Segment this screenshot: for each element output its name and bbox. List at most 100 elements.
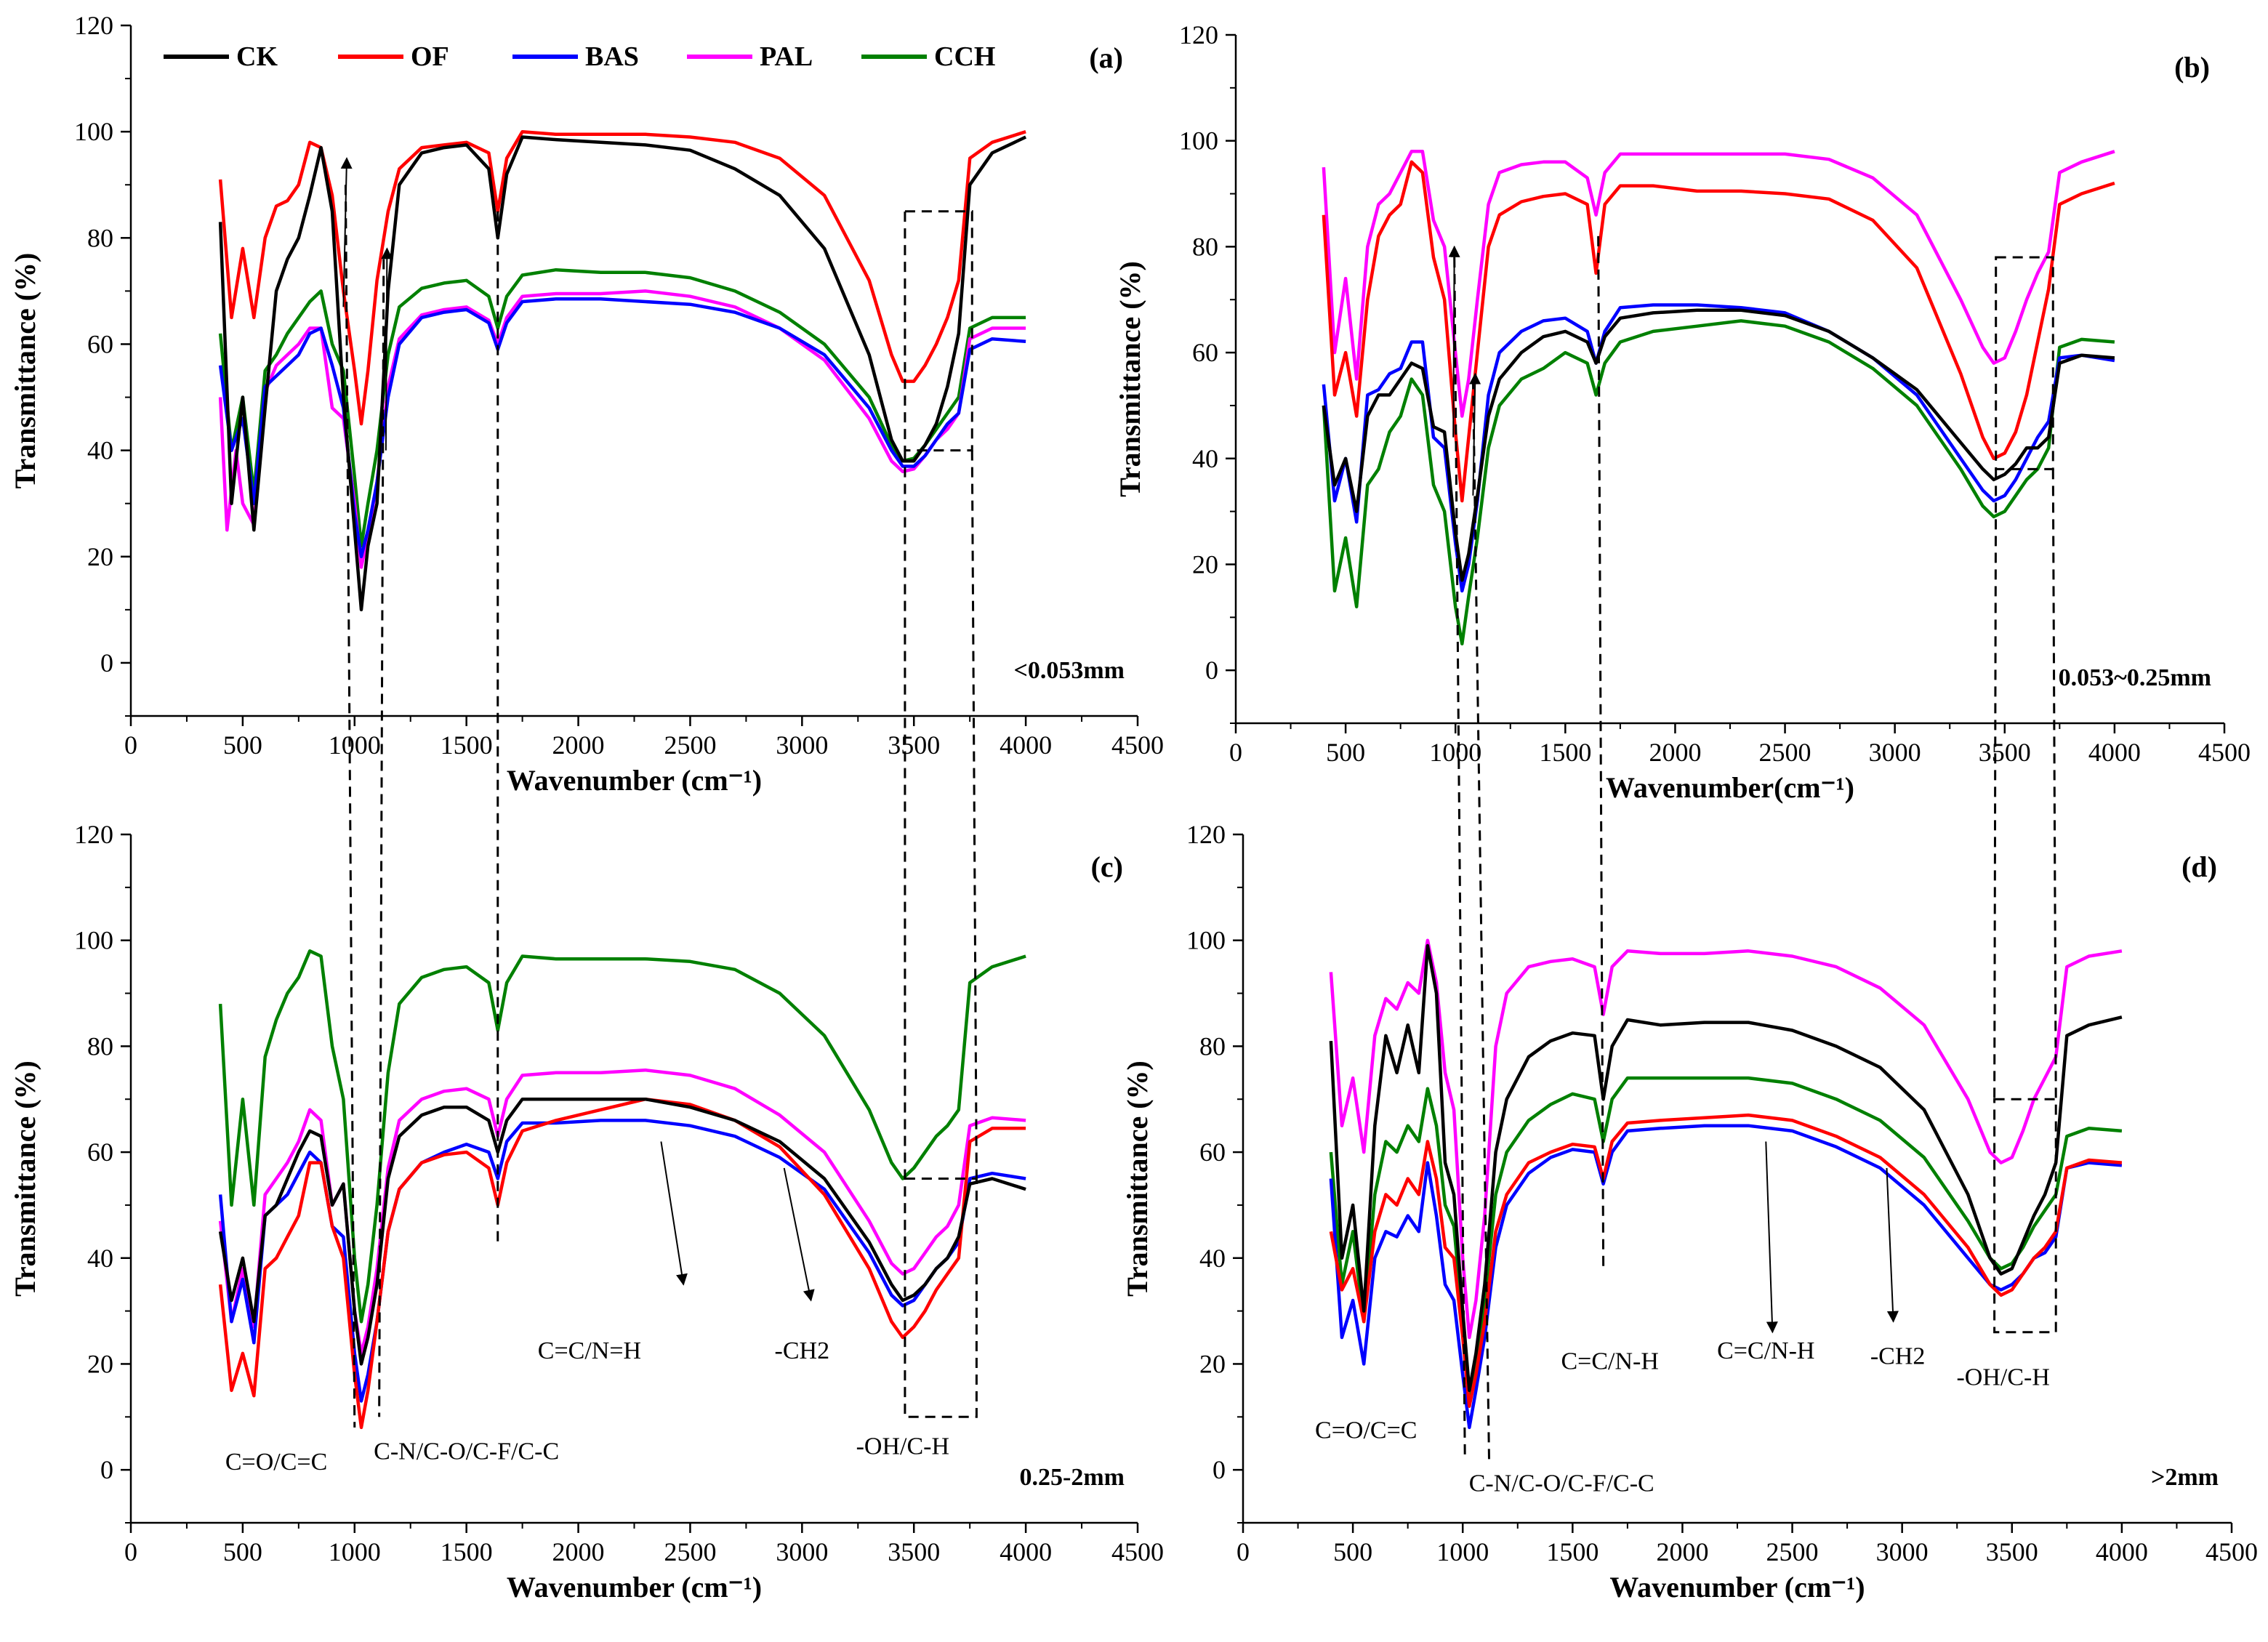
size-label: <0.053mm <box>1013 657 1125 684</box>
annotation-label: C=O/C=C <box>225 1449 327 1476</box>
y-axis-title: Transmittance (%) <box>9 253 41 489</box>
y-tick-label: 0 <box>1213 1455 1226 1484</box>
series-of <box>1329 1113 2123 1408</box>
guide-dashed-line <box>378 259 385 1417</box>
x-tick-label: 3000 <box>1876 1537 1929 1566</box>
panel-label: (a) <box>1089 41 1123 74</box>
y-tick-label: 120 <box>1186 820 1226 849</box>
x-tick-label: 1500 <box>441 731 493 760</box>
y-tick-label: 20 <box>1199 1349 1226 1378</box>
annotation-label: -OH/C-H <box>856 1433 949 1460</box>
x-tick-label: 3000 <box>1869 738 1921 767</box>
series-pal <box>1322 150 2115 418</box>
y-tick-label: 40 <box>1199 1244 1226 1273</box>
y-tick-label: 100 <box>1179 126 1218 156</box>
series-of <box>1322 160 2115 503</box>
y-axis-title: Transmittance (%) <box>1121 1061 1154 1297</box>
x-tick-label: 2500 <box>1766 1537 1819 1566</box>
x-axis-title: Wavenumber (cm⁻¹) <box>507 1571 762 1603</box>
x-tick-label: 2500 <box>664 1537 716 1566</box>
y-tick-label: 60 <box>87 329 113 358</box>
x-tick-label: 0 <box>124 1537 137 1566</box>
y-tick-label: 60 <box>1199 1138 1226 1167</box>
x-tick-label: 4000 <box>1000 1537 1052 1566</box>
annotation-label: C=C/N-H <box>1717 1337 1814 1364</box>
series-ck <box>218 135 1027 612</box>
x-tick-label: 3000 <box>776 1537 828 1566</box>
x-tick-label: 4000 <box>2096 1537 2148 1566</box>
annotation-arrow <box>381 247 393 451</box>
x-tick-label: 2500 <box>664 731 716 760</box>
panel-b: 0 500 1000 1500 2000 2500 3000 3500 4000 4500 0 20 4… <box>1114 20 2251 804</box>
x-tick-label: 3500 <box>1979 738 2031 767</box>
guide-dashed-line <box>2051 469 2057 1100</box>
y-tick-label: 80 <box>87 223 113 252</box>
x-tick-label: 2000 <box>552 1537 605 1566</box>
x-axis-title: Wavenumber(cm⁻¹) <box>1606 771 1854 804</box>
x-tick-label: 0 <box>1229 738 1242 767</box>
x-tick-label: 3000 <box>776 731 828 760</box>
x-tick-label: 3500 <box>1986 1537 2038 1566</box>
series-bas <box>218 1119 1026 1403</box>
y-tick-label: 20 <box>87 1349 113 1378</box>
panel-c: 0 500 1000 1500 2000 2500 3000 3500 4000 4500 0 20 4… <box>9 820 1164 1603</box>
y-tick-label: 80 <box>1199 1031 1226 1061</box>
panel-d: 0 500 1000 1500 2000 2500 3000 3500 4000 4500 0 20 4… <box>1121 820 2258 1603</box>
legend-label-of: OF <box>411 41 449 72</box>
guide-dashed-box <box>1995 256 2054 470</box>
y-tick-label: 120 <box>74 11 113 40</box>
series-of <box>218 1097 1026 1430</box>
x-tick-label: 4500 <box>2205 1537 2258 1566</box>
panel-a: 0 500 1000 1500 2000 2500 3000 3500 4000 4500 0 20 4… <box>9 11 1164 797</box>
series-pal <box>218 289 1026 569</box>
series-cch <box>1322 319 2115 645</box>
annotation-label: C=C/N=H <box>538 1337 641 1364</box>
x-tick-label: 500 <box>1326 738 1365 767</box>
guide-dashed-line <box>1993 469 1998 1100</box>
legend-label-pal: PAL <box>760 41 813 72</box>
y-tick-label: 0 <box>1205 656 1218 685</box>
x-tick-label: 4000 <box>1000 731 1052 760</box>
annotation-label: C-N/C-O/C-F/C-C <box>1469 1470 1654 1497</box>
series-ck <box>1329 943 2123 1393</box>
guide-dashed-line <box>344 185 356 1428</box>
x-tick-label: 4500 <box>1111 1537 1164 1566</box>
x-tick-label: 4500 <box>1111 731 1164 760</box>
y-tick-label: 120 <box>74 820 113 849</box>
size-label: 0.053~0.25mm <box>2059 664 2211 691</box>
legend-label-bas: BAS <box>585 41 639 72</box>
annotation-label: C-N/C-O/C-F/C-C <box>374 1438 559 1465</box>
x-tick-label: 2000 <box>1649 738 1701 767</box>
x-tick-label: 1500 <box>1546 1537 1599 1566</box>
x-tick-label: 1500 <box>1539 738 1591 767</box>
legend-label-cch: CCH <box>934 41 995 72</box>
x-axis-title: Wavenumber (cm⁻¹) <box>1609 1571 1865 1603</box>
legend-label-ck: CK <box>236 41 278 72</box>
series-of <box>218 129 1026 426</box>
series-pal <box>218 1068 1026 1356</box>
y-tick-label: 100 <box>74 117 113 146</box>
annotation-arrow <box>1765 1141 1778 1334</box>
y-tick-label: 80 <box>1192 232 1218 261</box>
x-tick-label: 1000 <box>1429 738 1481 767</box>
y-tick-label: 40 <box>87 436 113 465</box>
size-label: 0.25-2mm <box>1020 1464 1125 1491</box>
guide-dashed-box <box>904 210 973 452</box>
x-tick-label: 500 <box>1333 1537 1372 1566</box>
x-tick-label: 1000 <box>1436 1537 1489 1566</box>
y-tick-label: 120 <box>1179 20 1218 49</box>
y-tick-label: 20 <box>87 542 113 571</box>
annotation-arrow <box>783 1167 815 1302</box>
y-axis-title: Transmittance (%) <box>1114 261 1146 497</box>
annotation-arrow <box>340 157 353 307</box>
y-tick-label: 60 <box>1192 338 1218 367</box>
guide-dashed-line <box>970 450 978 1179</box>
x-tick-label: 2000 <box>552 731 605 760</box>
panel-label: (b) <box>2174 51 2210 84</box>
y-tick-label: 0 <box>100 1455 113 1484</box>
x-tick-label: 2000 <box>1656 1537 1708 1566</box>
x-tick-label: 1000 <box>329 731 381 760</box>
legend: CK OF BAS PAL CCH <box>164 41 995 72</box>
y-tick-label: 100 <box>74 926 113 955</box>
annotation-label: C=C/N-H <box>1561 1348 1659 1375</box>
